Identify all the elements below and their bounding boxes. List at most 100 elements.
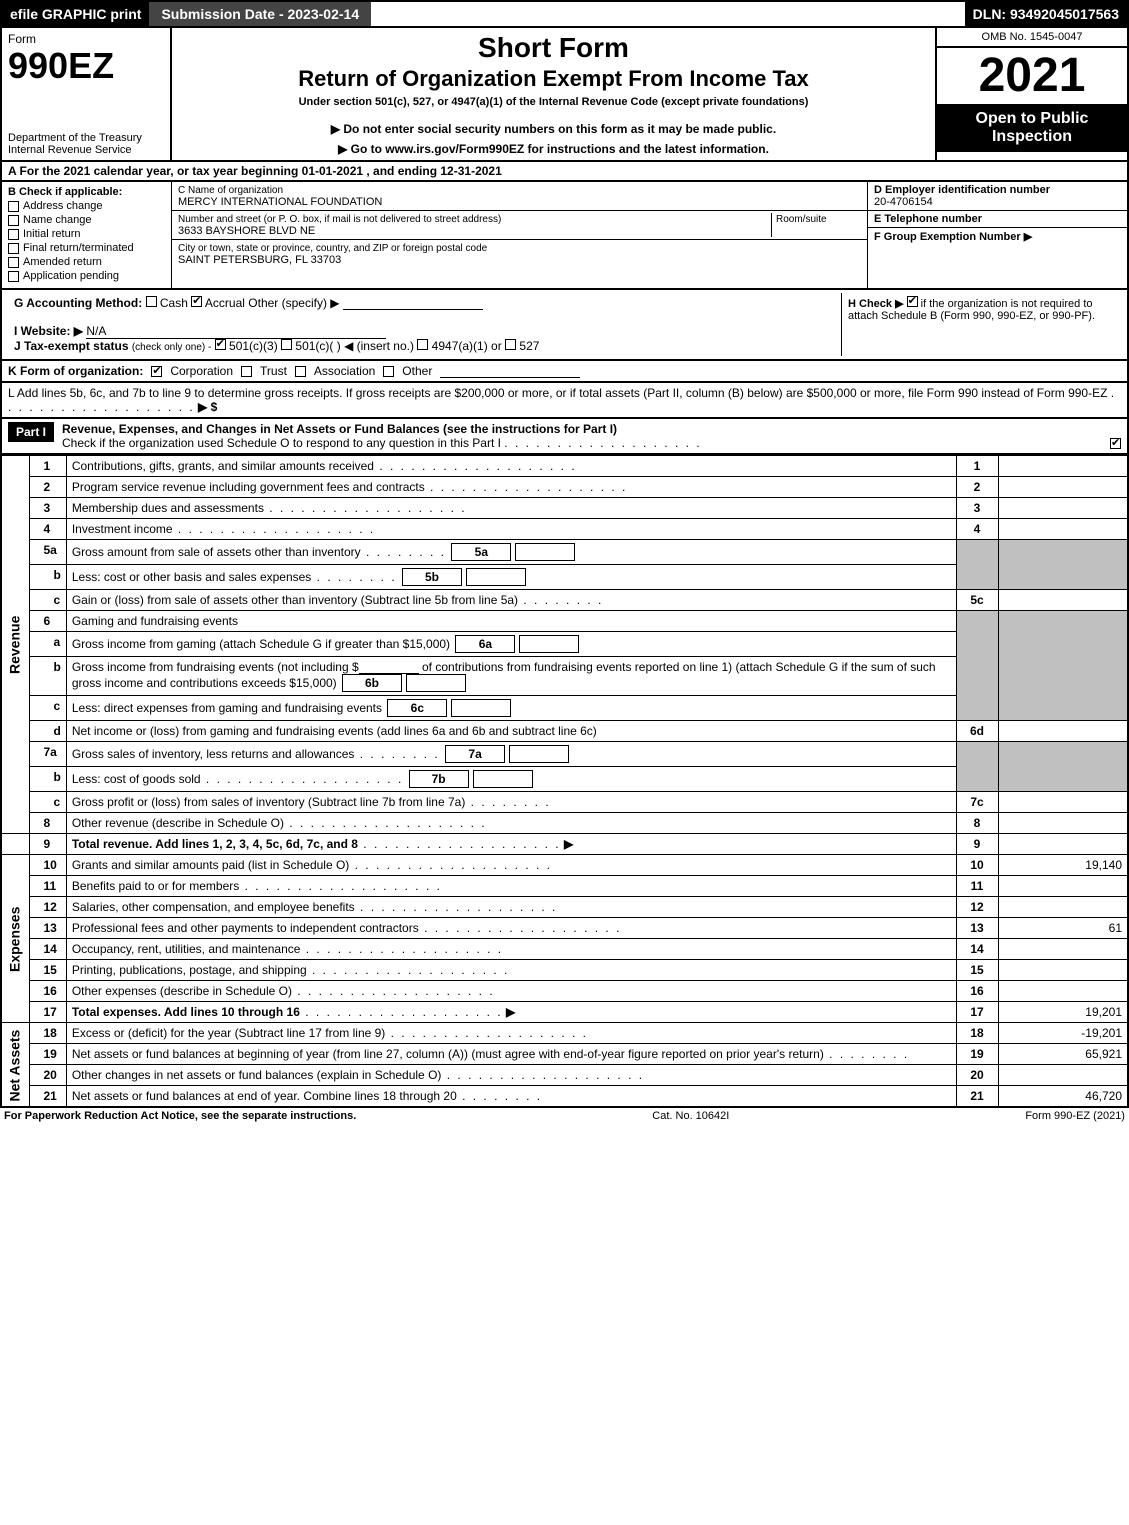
chk-501c[interactable] [281,339,292,350]
submission-date: Submission Date - 2023-02-14 [149,2,371,26]
amt-8 [998,813,1128,834]
under-section: Under section 501(c), 527, or 4947(a)(1)… [182,96,925,108]
row-a: A For the 2021 calendar year, or tax yea… [0,162,1129,182]
other-org-input[interactable] [440,364,580,378]
other-method-input[interactable] [343,296,483,310]
amt-14 [998,939,1128,960]
omb-number: OMB No. 1545-0047 [937,28,1127,48]
amt-10: 19,140 [998,855,1128,876]
chk-application-pending[interactable]: Application pending [8,270,165,282]
d-label: D Employer identification number [874,184,1050,196]
chk-association[interactable] [295,366,306,377]
e-label: E Telephone number [874,213,982,225]
header-center: Short Form Return of Organization Exempt… [172,28,937,160]
l-arrow: ▶ $ [198,400,217,414]
b-label: B Check if applicable: [8,186,165,198]
footer-right: Form 990-EZ (2021) [1025,1110,1125,1122]
expenses-label: Expenses [1,855,29,1023]
chk-cash[interactable] [146,296,157,307]
top-bar: efile GRAPHIC print Submission Date - 20… [0,0,1129,28]
chk-final-return[interactable]: Final return/terminated [8,242,165,254]
amt-3 [998,498,1128,519]
website-value: N/A [86,324,386,339]
info-row: B Check if applicable: Address change Na… [0,182,1129,290]
row-l: L Add lines 5b, 6c, and 7b to line 9 to … [0,383,1129,419]
netassets-label: Net Assets [1,1023,29,1108]
l-text: L Add lines 5b, 6c, and 7b to line 9 to … [8,386,1107,400]
street-address: 3633 BAYSHORE BLVD NE [178,225,315,237]
section-c: C Name of organization MERCY INTERNATION… [172,182,867,288]
part1-check-note: Check if the organization used Schedule … [62,436,501,450]
city-state-zip: SAINT PETERSBURG, FL 33703 [178,254,341,266]
amt-16 [998,981,1128,1002]
amt-2 [998,477,1128,498]
chk-501c3[interactable] [215,339,226,350]
amt-6d [998,721,1128,742]
form-number: 990EZ [8,48,164,84]
section-h: H Check ▶ if the organization is not req… [841,293,1121,356]
amt-11 [998,876,1128,897]
amt-19: 65,921 [998,1044,1128,1065]
chk-schedule-o[interactable] [1110,438,1121,449]
room-label: Room/suite [776,214,827,225]
header-right: OMB No. 1545-0047 2021 Open to Public In… [937,28,1127,160]
chk-corporation[interactable] [151,366,162,377]
amt-17: 19,201 [998,1002,1128,1023]
chk-527[interactable] [505,339,516,350]
row-k: K Form of organization: Corporation Trus… [0,361,1129,383]
chk-address-change[interactable]: Address change [8,200,165,212]
amt-15 [998,960,1128,981]
page-footer: For Paperwork Reduction Act Notice, see … [0,1108,1129,1124]
chk-amended-return[interactable]: Amended return [8,256,165,268]
section-b: B Check if applicable: Address change Na… [2,182,172,288]
part1-title: Revenue, Expenses, and Changes in Net As… [62,422,617,436]
part1-heading: Part I Revenue, Expenses, and Changes in… [0,419,1129,455]
part1-label: Part I [8,422,54,442]
addr-label: Number and street (or P. O. box, if mail… [178,214,501,225]
website-note: ▶ Go to www.irs.gov/Form990EZ for instru… [182,142,925,156]
form-header: Form 990EZ Department of the Treasury In… [0,28,1129,162]
row-gh: G Accounting Method: Cash Accrual Other … [0,290,1129,361]
header-left: Form 990EZ Department of the Treasury In… [2,28,172,160]
dln-label: DLN: 93492045017563 [965,2,1127,26]
amt-18: -19,201 [998,1023,1128,1044]
chk-initial-return[interactable]: Initial return [8,228,165,240]
amt-9 [998,834,1128,855]
part1-table: Revenue 1 Contributions, gifts, grants, … [0,455,1129,1108]
short-form-title: Short Form [182,32,925,64]
amt-13: 61 [998,918,1128,939]
amt-12 [998,897,1128,918]
amt-21: 46,720 [998,1086,1128,1108]
section-def: D Employer identification number 20-4706… [867,182,1127,288]
chk-accrual[interactable] [191,296,202,307]
efile-label: efile GRAPHIC print [2,2,149,26]
ssn-note: ▶ Do not enter social security numbers o… [182,122,925,136]
tax-year: 2021 [937,48,1127,104]
chk-schedule-b[interactable] [907,296,918,307]
k-label: K Form of organization: [8,364,143,378]
city-label: City or town, state or province, country… [178,243,487,254]
chk-other-org[interactable] [383,366,394,377]
amt-20 [998,1065,1128,1086]
g-label: G Accounting Method: [14,296,142,310]
revenue-label: Revenue [1,456,29,834]
c-label: C Name of organization [178,185,283,196]
chk-trust[interactable] [241,366,252,377]
org-name: MERCY INTERNATIONAL FOUNDATION [178,196,382,208]
ein-value: 20-4706154 [874,196,933,208]
amt-5c [998,590,1128,611]
footer-mid: Cat. No. 10642I [652,1110,729,1122]
amt-4 [998,519,1128,540]
return-title: Return of Organization Exempt From Incom… [182,66,925,92]
i-label: I Website: ▶ [14,324,83,338]
f-label: F Group Exemption Number ▶ [874,231,1032,243]
j-label: J Tax-exempt status [14,339,129,353]
open-inspection: Open to Public Inspection [937,104,1127,152]
form-label: Form [8,32,164,46]
chk-4947[interactable] [417,339,428,350]
dept-label: Department of the Treasury Internal Reve… [8,132,164,156]
chk-name-change[interactable]: Name change [8,214,165,226]
amt-1 [998,456,1128,477]
amt-7c [998,792,1128,813]
footer-left: For Paperwork Reduction Act Notice, see … [4,1110,356,1122]
